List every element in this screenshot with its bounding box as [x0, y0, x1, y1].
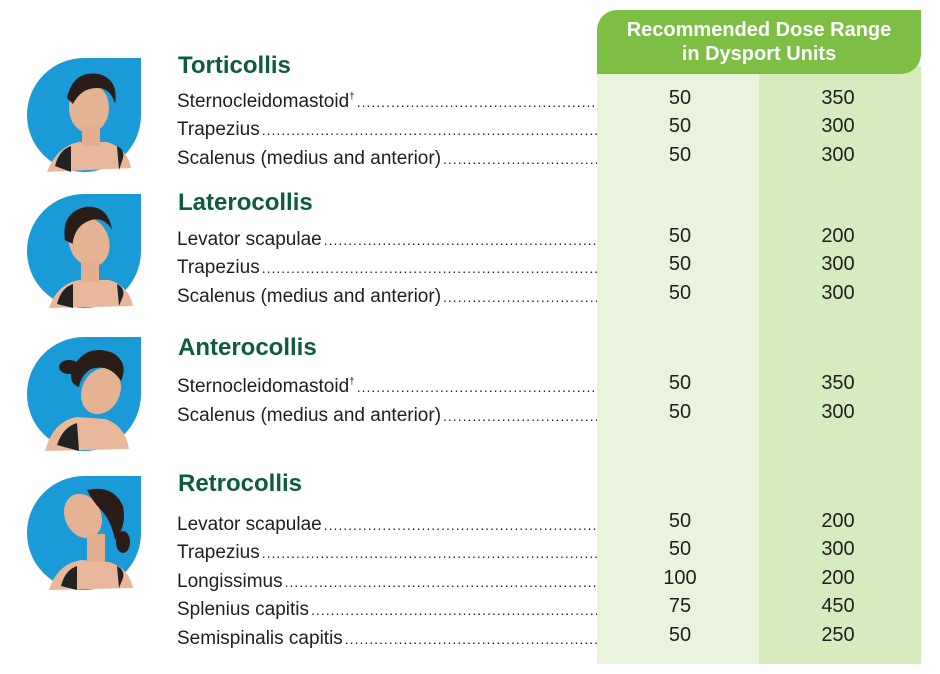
max-dose-value: 300	[821, 282, 855, 304]
min-dose-value: 50	[668, 372, 692, 394]
max-dose-value: 450	[821, 595, 855, 617]
header-line-1: Recommended Dose Range	[626, 19, 892, 41]
table-row: Sternocleidomastoid†	[177, 85, 597, 113]
muscle-label: Scalenus (medius and anterior)	[177, 405, 442, 426]
table-row: Scalenus (medius and anterior)	[177, 399, 597, 427]
muscle-label: Trapezius	[177, 119, 260, 140]
muscle-label: Longissimus	[177, 571, 283, 592]
min-dose-value: 50	[668, 510, 692, 532]
muscle-name: Scalenus (medius and anterior)	[177, 405, 441, 427]
max-dose-value: 200	[821, 567, 855, 589]
min-dose-value: 50	[668, 282, 692, 304]
maximum-dose-column	[759, 66, 921, 664]
header-line-2: in Dysport Units	[681, 43, 837, 65]
muscle-name: Levator scapulae	[177, 229, 322, 251]
max-dose-value: 200	[821, 225, 855, 247]
max-dose-value: 300	[821, 538, 855, 560]
min-dose-value: 50	[668, 87, 692, 109]
muscle-name: Scalenus (medius and anterior)	[177, 148, 441, 170]
muscle-name: Trapezius	[177, 119, 260, 141]
table-row: Trapezius	[177, 536, 597, 564]
min-dose-value: 50	[668, 225, 692, 247]
dot-leader	[262, 545, 597, 564]
min-dose-value: 50	[668, 401, 692, 423]
table-row: Scalenus (medius and anterior)	[177, 280, 597, 308]
muscle-label: Scalenus (medius and anterior)	[177, 148, 442, 169]
dot-leader	[324, 517, 597, 536]
dot-leader	[285, 574, 597, 593]
muscle-name: Sternocleidomastoid†	[177, 376, 355, 398]
laterocollis-portrait	[27, 194, 141, 308]
max-dose-value: 350	[821, 87, 855, 109]
section-title: Retrocollis	[178, 470, 303, 497]
table-row: Trapezius	[177, 251, 597, 279]
section-title: Anterocollis	[178, 334, 317, 361]
max-dose-value: 350	[821, 372, 855, 394]
muscle-name: Splenius capitis	[177, 599, 309, 621]
max-dose-value: 300	[821, 401, 855, 423]
table-row: Trapezius	[177, 113, 597, 141]
muscle-name: Scalenus (medius and anterior)	[177, 286, 441, 308]
max-dose-value: 200	[821, 510, 855, 532]
min-dose-value: 50	[668, 538, 692, 560]
min-dose-value: 50	[668, 253, 692, 275]
muscle-name: Longissimus	[177, 571, 283, 593]
muscle-label: Levator scapulae	[177, 229, 322, 250]
dot-leader	[262, 260, 597, 279]
dot-leader	[443, 408, 597, 427]
min-dose-value: 50	[668, 144, 692, 166]
section-title: Torticollis	[178, 52, 291, 79]
min-dose-value: 50	[668, 624, 692, 646]
table-row: Scalenus (medius and anterior)	[177, 142, 597, 170]
dot-leader	[357, 379, 597, 398]
muscle-name: Trapezius	[177, 542, 260, 564]
section-title: Laterocollis	[178, 189, 313, 216]
table-row: Levator scapulae	[177, 508, 597, 536]
muscle-label: Trapezius	[177, 257, 260, 278]
table-row: Sternocleidomastoid†	[177, 370, 597, 398]
dot-leader	[262, 122, 597, 141]
min-dose-value: 50	[668, 115, 692, 137]
muscle-label: Sternocleidomastoid	[177, 91, 350, 112]
footnote-mark: †	[349, 376, 355, 388]
max-dose-value: 300	[821, 115, 855, 137]
dot-leader	[311, 602, 597, 621]
max-dose-value: 300	[821, 144, 855, 166]
table-row: Semispinalis capitis	[177, 622, 597, 650]
dose-range-header: Recommended Dose Range in Dysport Units	[597, 10, 921, 74]
min-dose-value: 100	[663, 567, 697, 589]
minimum-dose-column	[597, 66, 759, 664]
anterocollis-portrait	[27, 337, 141, 451]
muscle-label: Levator scapulae	[177, 514, 322, 535]
dot-leader	[443, 289, 597, 308]
dot-leader	[443, 151, 597, 170]
muscle-label: Semispinalis capitis	[177, 628, 343, 649]
muscle-name: Trapezius	[177, 257, 260, 279]
torticollis-portrait	[27, 58, 141, 172]
dot-leader	[345, 631, 597, 650]
table-row: Splenius capitis	[177, 593, 597, 621]
dot-leader	[324, 232, 597, 251]
muscle-label: Sternocleidomastoid	[177, 376, 350, 397]
footnote-mark: †	[349, 91, 355, 103]
max-dose-value: 250	[821, 624, 855, 646]
max-dose-value: 300	[821, 253, 855, 275]
table-row: Levator scapulae	[177, 223, 597, 251]
min-dose-value: 75	[668, 595, 692, 617]
muscle-label: Scalenus (medius and anterior)	[177, 286, 442, 307]
retrocollis-portrait	[27, 476, 141, 590]
muscle-name: Levator scapulae	[177, 514, 322, 536]
muscle-label: Trapezius	[177, 542, 260, 563]
dot-leader	[357, 94, 597, 113]
muscle-name: Semispinalis capitis	[177, 628, 343, 650]
table-row: Longissimus	[177, 565, 597, 593]
muscle-label: Splenius capitis	[177, 599, 310, 620]
muscle-name: Sternocleidomastoid†	[177, 91, 355, 113]
